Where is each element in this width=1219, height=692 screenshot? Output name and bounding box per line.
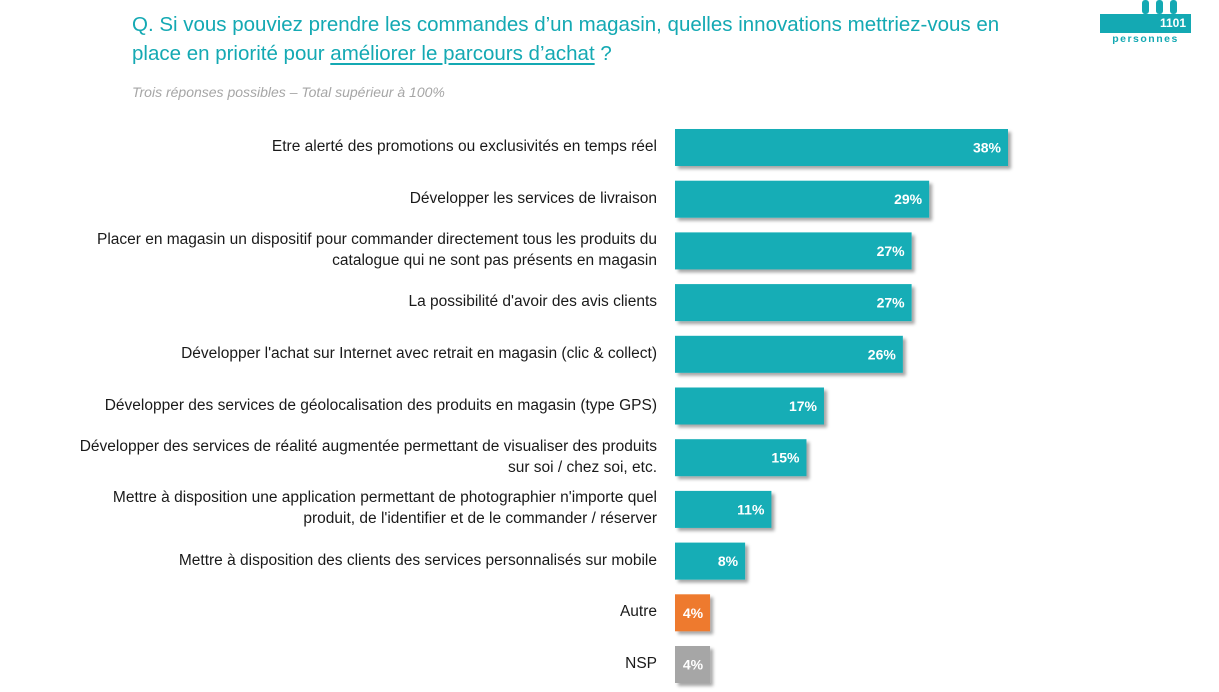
bar-value-label-2: 29% xyxy=(894,191,923,207)
bar-value-label-11: 4% xyxy=(683,657,704,673)
bar-value-label-10: 4% xyxy=(683,605,704,621)
category-label-11: NSP xyxy=(60,642,657,685)
bar-value-label-9: 8% xyxy=(718,553,739,569)
people-icon xyxy=(1142,0,1177,14)
bar-7 xyxy=(675,439,807,477)
category-label-text: Mettre à disposition une application per… xyxy=(112,489,657,528)
category-label-1: Etre alerté des promotions ou exclusivit… xyxy=(60,125,657,168)
bar-value-label-8: 11% xyxy=(737,501,765,517)
respondents-badge: 1101 personnes xyxy=(1100,0,1191,46)
bar-value-label-4: 27% xyxy=(877,295,906,311)
bar-4 xyxy=(675,284,912,322)
question-title: Q. Si vous pouviez prendre les commandes… xyxy=(132,10,1052,68)
bar-11 xyxy=(675,646,711,683)
bar-value-label-7: 15% xyxy=(771,450,800,466)
category-label-text: NSP xyxy=(625,655,657,672)
bar-3 xyxy=(675,232,912,270)
bar-1 xyxy=(675,129,1008,166)
category-label-text: Développer des services de géolocalisati… xyxy=(104,396,657,414)
category-label-5: Développer l'achat sur Internet avec ret… xyxy=(60,332,657,375)
title-end: ? xyxy=(594,42,612,65)
bar-value-label-1: 38% xyxy=(973,140,1002,156)
category-label-text: Etre alerté des promotions ou exclusivit… xyxy=(271,138,657,155)
category-label-text: Développer des services de réalité augme… xyxy=(79,437,657,476)
title-text: Q. Si vous pouviez prendre les commandes… xyxy=(132,13,1000,65)
category-label-10: Autre xyxy=(60,590,657,633)
title-emphasis: améliorer le parcours d’achat xyxy=(330,42,595,65)
category-label-9: Mettre à disposition des clients des ser… xyxy=(60,539,657,582)
bar-6 xyxy=(675,387,824,425)
category-label-4: La possibilité d'avoir des avis clients xyxy=(60,280,658,323)
category-label-3: Placer en magasin un dispositif pour com… xyxy=(60,228,657,271)
category-label-text: La possibilité d'avoir des avis clients xyxy=(408,293,658,311)
category-label-text: Placer en magasin un dispositif pour com… xyxy=(96,230,657,269)
bar-10 xyxy=(675,594,711,632)
category-label-2: Développer les services de livraison xyxy=(60,177,657,220)
respondents-label: personnes xyxy=(1112,33,1179,45)
respondents-count: 1101 xyxy=(1100,14,1191,33)
category-label-text: Développer les services de livraison xyxy=(409,189,657,207)
category-label-7: Développer des services de réalité augme… xyxy=(60,435,657,478)
category-label-text: Mettre à disposition des clients des ser… xyxy=(178,551,657,569)
bar-8 xyxy=(675,490,772,528)
bar-9 xyxy=(675,542,746,580)
bar-value-label-5: 26% xyxy=(868,346,897,362)
category-label-text: Développer l'achat sur Internet avec ret… xyxy=(181,344,657,362)
bar-value-label-3: 27% xyxy=(877,243,906,259)
bar-5 xyxy=(675,335,903,373)
category-label-8: Mettre à disposition une application per… xyxy=(60,487,657,530)
bar-value-label-6: 17% xyxy=(789,398,818,414)
bar-2 xyxy=(675,180,930,218)
category-label-text: Autre xyxy=(619,603,657,621)
category-label-6: Développer des services de géolocalisati… xyxy=(60,384,657,427)
subtitle: Trois réponses possibles – Total supérie… xyxy=(132,84,445,100)
